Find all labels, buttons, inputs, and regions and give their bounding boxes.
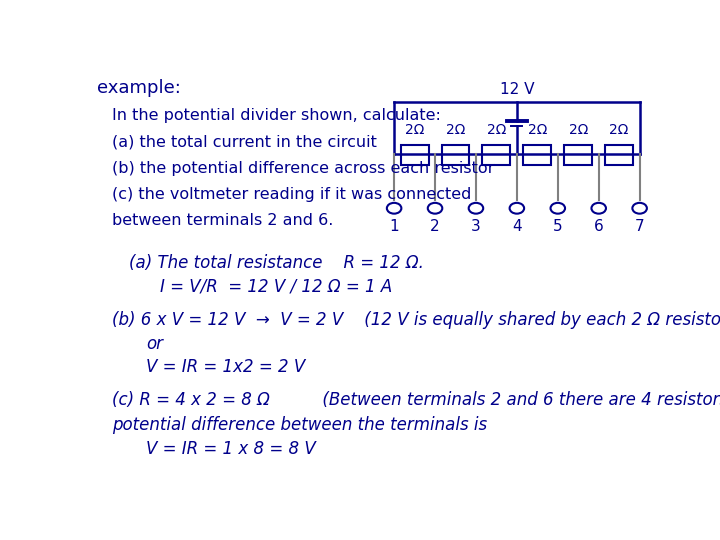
Text: (c) the voltmeter reading if it was connected: (c) the voltmeter reading if it was conn… [112,187,472,202]
Text: 2Ω: 2Ω [405,123,424,137]
Text: 12 V: 12 V [500,82,534,97]
Text: V = IR = 1 x 8 = 8 V: V = IR = 1 x 8 = 8 V [145,440,315,458]
Text: example:: example: [97,79,181,97]
Text: 2Ω: 2Ω [446,123,465,137]
Text: 7: 7 [635,219,644,234]
Text: 6: 6 [594,219,603,234]
Text: (a) the total current in the circuit: (a) the total current in the circuit [112,134,377,150]
Text: (c) R = 4 x 2 = 8 Ω          (Between terminals 2 and 6 there are 4 resistors): (c) R = 4 x 2 = 8 Ω (Between terminals 2… [112,391,720,409]
Text: (b) 6 x V = 12 V  →  V = 2 V    (12 V is equally shared by each 2 Ω resistor.: (b) 6 x V = 12 V → V = 2 V (12 V is equa… [112,311,720,329]
Text: 2Ω: 2Ω [610,123,629,137]
Text: In the potential divider shown, calculate:: In the potential divider shown, calculat… [112,109,441,124]
Text: potential difference between the terminals is: potential difference between the termina… [112,416,487,434]
Text: 2Ω: 2Ω [569,123,588,137]
Text: 2Ω: 2Ω [487,123,506,137]
Text: 2Ω: 2Ω [528,123,547,137]
Text: 5: 5 [553,219,562,234]
Text: 2: 2 [431,219,440,234]
Text: (a) The total resistance    R = 12 Ω.: (a) The total resistance R = 12 Ω. [129,254,424,272]
Text: between terminals 2 and 6.: between terminals 2 and 6. [112,213,333,228]
Text: 1: 1 [390,219,399,234]
Text: or: or [145,335,163,353]
Text: I = V/R  = 12 V / 12 Ω = 1 A: I = V/R = 12 V / 12 Ω = 1 A [160,278,392,296]
Text: 4: 4 [512,219,522,234]
Text: 3: 3 [471,219,481,234]
Text: V = IR = 1x2 = 2 V: V = IR = 1x2 = 2 V [145,358,305,376]
Text: (b) the potential difference across each resistor: (b) the potential difference across each… [112,161,495,176]
